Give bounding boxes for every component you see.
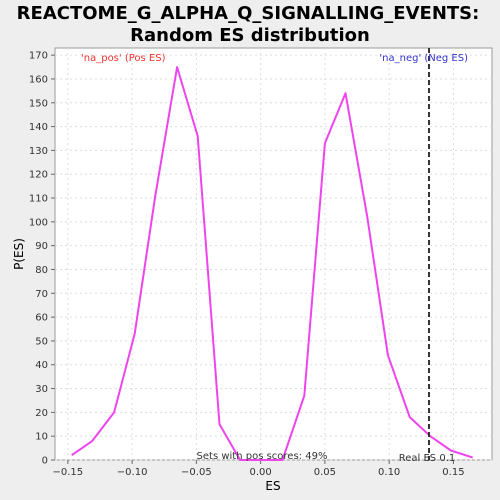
x-tick-label: −0.10 — [117, 467, 148, 478]
y-tick-label: 50 — [35, 336, 48, 347]
real-es-label: Real ES 0.1 — [399, 453, 455, 464]
plot-area — [54, 47, 493, 461]
x-tick-label: −0.15 — [53, 467, 84, 478]
series-line — [71, 66, 474, 461]
x-tick-label: 0.05 — [314, 467, 336, 478]
chart-subtitle: Random ES distribution — [130, 25, 370, 46]
x-tick-label: 0.10 — [378, 467, 400, 478]
y-tick-label: 170 — [29, 51, 48, 62]
y-tick-label: 20 — [35, 408, 48, 419]
y-tick-label: 10 — [35, 432, 48, 443]
pos-es-label: 'na_pos' (Pos ES) — [81, 53, 166, 64]
pos-scores-label: Sets with pos scores: 49% — [197, 451, 328, 462]
y-tick-label: 80 — [35, 265, 48, 276]
x-tick-label: 0.15 — [442, 467, 464, 478]
chart-title: REACTOME_G_ALPHA_Q_SIGNALLING_EVENTS: — [17, 3, 480, 24]
y-tick-label: 70 — [35, 289, 48, 300]
series-layer — [71, 66, 474, 461]
y-tick-label: 0 — [42, 456, 48, 467]
y-tick-label: 160 — [29, 74, 48, 85]
y-tick-label: 150 — [29, 98, 48, 109]
y-tick-label: 60 — [35, 313, 48, 324]
y-tick-label: 100 — [29, 217, 48, 228]
y-tick-label: 130 — [29, 146, 48, 157]
y-tick-label: 30 — [35, 384, 48, 395]
y-tick-label: 90 — [35, 241, 48, 252]
y-axis-label: P(ES) — [12, 238, 26, 270]
y-tick-label: 40 — [35, 360, 48, 371]
y-tick-label: 140 — [29, 122, 48, 133]
y-tick-label: 110 — [29, 194, 48, 205]
x-tick-label: 0.00 — [250, 467, 272, 478]
y-tick-label: 120 — [29, 170, 48, 181]
x-axis-label: ES — [265, 479, 280, 493]
x-tick-label: −0.05 — [181, 467, 212, 478]
neg-es-label: 'na_neg' (Neg ES) — [379, 53, 468, 64]
grid — [55, 48, 492, 461]
y-axis-ticks: 0 10 20 30 40 50 60 70 80 90 100 110 120 130 140 150 160… — [29, 51, 55, 467]
